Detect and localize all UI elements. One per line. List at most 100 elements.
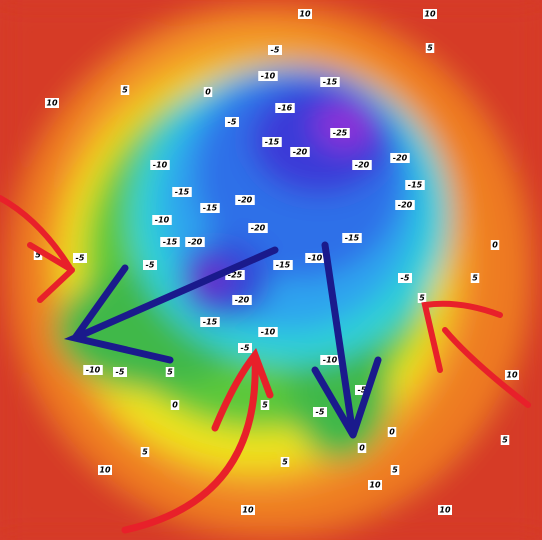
contour-label: -20 <box>398 201 413 210</box>
label-box <box>490 240 500 250</box>
label-box <box>505 370 519 380</box>
contour-label: -10 <box>323 356 338 365</box>
contour-label: -5 <box>76 254 85 263</box>
label-box <box>185 237 205 247</box>
label-box <box>305 253 325 263</box>
label-box <box>355 385 369 395</box>
label-box <box>200 317 220 327</box>
contour-label: -20 <box>355 161 370 170</box>
label-box <box>405 180 425 190</box>
contour-labels: 10 10 -5 5 -10 -15 0 5 10 -5 -16 -25 -15 -10 -20 -20 -20… <box>33 9 519 515</box>
contour-label: 0 <box>172 401 178 410</box>
label-box <box>203 87 213 97</box>
contour-label: -10 <box>153 161 168 170</box>
label-box <box>320 355 340 365</box>
contour-label: 0 <box>205 88 211 97</box>
label-box <box>235 195 255 205</box>
contour-label: -15 <box>203 318 218 327</box>
label-box <box>113 367 127 377</box>
label-box <box>45 98 59 108</box>
blue-arrow <box>63 246 279 364</box>
red-arrow <box>121 356 259 534</box>
contour-label: -5 <box>241 344 250 353</box>
label-box <box>232 295 252 305</box>
contour-label: 5 <box>392 466 398 475</box>
label-box <box>258 327 278 337</box>
contour-label: 10 <box>299 10 311 19</box>
red-arrow <box>421 300 503 373</box>
label-box <box>273 260 293 270</box>
label-box <box>330 128 350 138</box>
contour-label: 10 <box>506 371 518 380</box>
contour-label: -20 <box>393 154 408 163</box>
label-box <box>152 215 172 225</box>
contour-label: 5 <box>282 458 288 467</box>
contour-label: 10 <box>439 506 451 515</box>
label-box <box>298 9 312 19</box>
label-box <box>290 147 310 157</box>
contour-label: -5 <box>271 46 280 55</box>
label-box <box>387 427 397 437</box>
label-box <box>170 400 180 410</box>
label-box <box>395 200 415 210</box>
label-box <box>172 187 192 197</box>
contour-label: -25 <box>333 129 348 138</box>
contour-label: -16 <box>278 104 293 113</box>
contour-label: 10 <box>99 466 111 475</box>
label-box <box>258 71 278 81</box>
label-box <box>313 407 327 417</box>
contour-label: -5 <box>116 368 125 377</box>
contour-label: 5 <box>35 251 41 260</box>
contour-label: 5 <box>419 294 425 303</box>
label-box <box>150 160 170 170</box>
contour-label: 10 <box>242 506 254 515</box>
label-box <box>268 45 282 55</box>
contour-label: -20 <box>293 148 308 157</box>
contour-label: -15 <box>408 181 423 190</box>
contour-label: -5 <box>316 408 325 417</box>
contour-label: 5 <box>167 368 173 377</box>
contour-label: 5 <box>472 274 478 283</box>
contour-label: 0 <box>492 241 498 250</box>
contour-label: -5 <box>358 386 367 395</box>
red-arrow <box>27 242 75 303</box>
label-box <box>143 260 157 270</box>
contour-label: 5 <box>262 401 268 410</box>
contour-label: 5 <box>122 86 128 95</box>
label-box <box>470 273 480 283</box>
label-box <box>500 435 510 445</box>
label-box <box>342 233 362 243</box>
contour-label: -10 <box>155 216 170 225</box>
contour-label: -15 <box>323 78 338 87</box>
label-box <box>280 457 290 467</box>
contour-label: -10 <box>308 254 323 263</box>
label-box <box>320 77 340 87</box>
contour-label: -20 <box>188 238 203 247</box>
red-arrow <box>0 195 73 271</box>
label-box <box>83 365 103 375</box>
label-box <box>98 465 112 475</box>
label-box <box>423 9 437 19</box>
contour-label: -15 <box>175 188 190 197</box>
label-box <box>238 343 252 353</box>
contour-label: -15 <box>163 238 178 247</box>
contour-label: 5 <box>427 44 433 53</box>
contour-label: -10 <box>86 366 101 375</box>
label-box <box>73 253 87 263</box>
label-box <box>417 293 427 303</box>
contour-label: 0 <box>359 444 365 453</box>
contour-label: -15 <box>265 138 280 147</box>
label-box <box>225 117 239 127</box>
red-arrow <box>211 348 274 432</box>
contour-label: 10 <box>369 481 381 490</box>
contour-label: -10 <box>261 72 276 81</box>
annotation-arrows <box>0 195 531 534</box>
label-box <box>241 505 255 515</box>
red-arrow <box>442 327 531 408</box>
label-box <box>368 480 382 490</box>
label-box <box>275 103 295 113</box>
label-box <box>200 203 220 213</box>
label-box <box>248 223 268 233</box>
label-box <box>262 137 282 147</box>
label-box <box>120 85 130 95</box>
